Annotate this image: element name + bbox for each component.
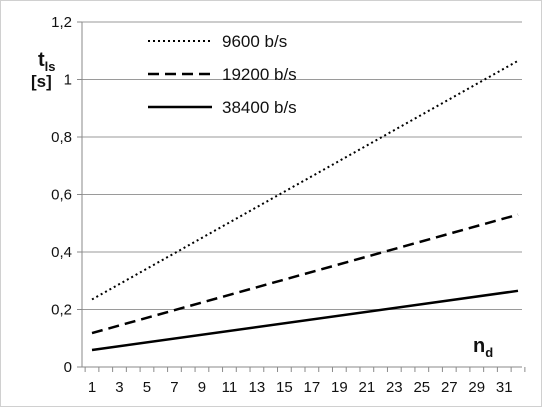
x-tick-label: 13 xyxy=(249,379,266,396)
x-tick-label: 27 xyxy=(441,379,458,396)
x-tick-label: 31 xyxy=(496,379,513,396)
axis-labels: 00,20,40,60,811,21 3 5 7 9 11 13 15 17 19 21 23 25 27… xyxy=(31,14,513,396)
y-tick-label: 0,2 xyxy=(51,302,72,319)
x-tick-label: 7 xyxy=(170,379,178,396)
legend-label-2: 19200 b/s xyxy=(222,65,297,84)
series-line-2 xyxy=(91,213,519,335)
x-tick-label: 5 xyxy=(143,379,151,396)
x-axis-label: nd xyxy=(473,335,493,360)
x-tick-label: 3 xyxy=(115,379,123,396)
legend-label-3: 38400 b/s xyxy=(222,98,297,117)
x-tick-label: 11 xyxy=(222,379,238,396)
x-tick-label: 15 xyxy=(276,379,293,396)
y-axis-unit: [s] xyxy=(31,72,52,91)
y-tick-label: 1,2 xyxy=(51,14,72,31)
x-tick-label: 17 xyxy=(304,379,321,396)
series-line-1 xyxy=(91,59,519,301)
y-axis-label: tls xyxy=(38,49,56,74)
legend-label-1: 9600 b/s xyxy=(222,32,287,51)
x-tick-label: 25 xyxy=(413,379,430,396)
x-tick-label: 29 xyxy=(468,379,485,396)
y-tick-label: 0,8 xyxy=(51,129,72,146)
y-tick-label: 0 xyxy=(64,359,72,376)
x-tick-label: 23 xyxy=(386,379,403,396)
axes xyxy=(77,21,526,372)
x-tick-label: 9 xyxy=(198,379,206,396)
x-tick-label: 1 xyxy=(88,379,96,396)
x-tick-label: 21 xyxy=(358,379,375,396)
y-tick-label: 1 xyxy=(64,72,72,89)
legend: 9600 b/s 19200 b/s 38400 b/s xyxy=(148,32,297,117)
series-lines xyxy=(91,59,519,352)
y-tick-label: 0,6 xyxy=(51,187,72,204)
series-line-3 xyxy=(91,289,519,352)
y-tick-label: 0,4 xyxy=(51,244,72,261)
x-tick-label: 19 xyxy=(331,379,348,396)
